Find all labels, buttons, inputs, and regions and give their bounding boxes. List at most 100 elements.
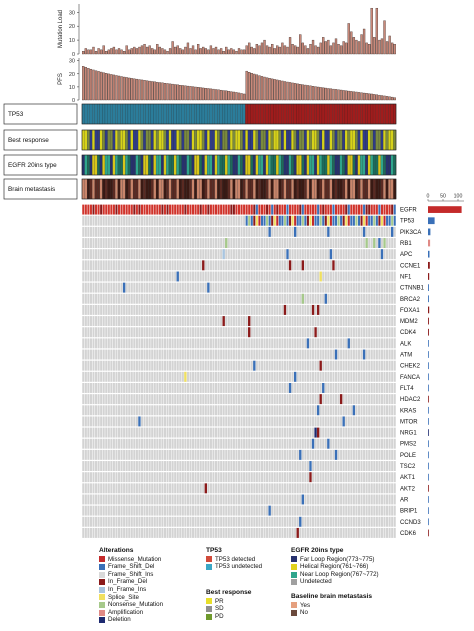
oncoprint-cell [393,349,396,360]
oncoprint-cell [143,527,146,538]
oncoprint-cell [296,249,299,260]
oncoprint-cell [166,438,169,449]
oncoprint-cell [237,427,241,438]
oncoprint-cell [314,293,317,304]
legend-swatch [99,571,105,578]
oncoprint-cell [306,327,309,338]
oncoprint-cell [176,338,179,349]
oncoprint-cell [296,327,299,338]
oncoprint-cell [140,360,144,371]
oncoprint-cell [222,293,225,304]
oncoprint-cell [263,394,266,405]
oncoprint-cell [332,371,335,382]
track-cell [158,178,162,200]
oncoprint-cell [107,516,110,527]
oncoprint-cell [237,260,241,271]
oncoprint-cell [227,304,230,315]
oncoprint-cell [276,349,279,360]
oncoprint-cell [240,494,243,505]
oncoprint-cell [179,483,182,494]
oncoprint-cell [128,360,131,371]
oncoprint-cell [117,260,121,271]
oncoprint-cell [322,271,325,282]
oncoprint-cell [263,338,266,349]
track-cell [87,154,90,176]
oncoprint-cell [317,472,320,483]
oncoprint-cell [271,438,274,449]
oncoprint-cell [176,405,179,416]
oncoprint-cell [110,316,113,327]
oncoprint-cell [255,483,258,494]
oncoprint-cell [391,349,394,360]
oncoprint-cell [294,260,297,271]
freq-bar [428,250,430,258]
oncoprint-cell [391,494,394,505]
oncoprint-cell [324,271,327,282]
oncoprint-cell [217,226,220,237]
mutation-load-bar [179,48,182,55]
oncoprint-cell [360,260,363,271]
oncoprint-cell [227,204,230,215]
oncoprint-cell [350,472,353,483]
oncoprint-cell [388,527,391,538]
oncoprint-cell [112,449,115,460]
oncoprint-cell [87,505,90,516]
oncoprint-cell [212,449,215,460]
oncoprint-cell [138,438,141,449]
oncoprint-cell [204,349,207,360]
oncoprint-cell [87,383,90,393]
oncoprint-cell [304,483,307,494]
legend-swatch [206,556,212,563]
oncoprint-cell [268,516,271,527]
oncoprint-cell [380,238,383,248]
oncoprint-cell [291,405,294,416]
oncoprint-cell [115,516,118,527]
track-cell [81,103,85,125]
oncoprint-cell [100,304,103,315]
oncoprint-cell [276,505,279,516]
track-cell [153,129,157,151]
track-cell [219,129,223,151]
oncoprint-cell [151,238,154,248]
oncoprint-cell [273,349,276,360]
oncoprint-cell [214,472,218,483]
oncoprint-cell [291,383,294,393]
oncoprint-cell [130,215,133,226]
gene-label: CDK4 [400,330,417,336]
oncoprint-cell [217,238,220,248]
oncoprint-cell [146,226,149,237]
oncoprint-cell [166,516,169,527]
oncoprint-cell [263,249,266,260]
oncoprint-cell [314,449,317,460]
oncoprint-cell [166,449,169,460]
track-cell [87,103,90,125]
oncoprint-cell [225,338,228,349]
oncoprint-cell [230,527,233,538]
mutation-load-bar [105,51,108,55]
track-label: TP53 [8,111,24,118]
track-cell [217,178,220,200]
oncoprint-cell [276,427,279,438]
oncoprint-cell [363,416,366,427]
track-cell [209,178,213,200]
track-cell [339,154,343,176]
oncoprint-cell [304,394,307,405]
oncoprint-cell [110,349,113,360]
oncoprint-cell [95,215,98,226]
oncoprint-cell [199,271,202,282]
oncoprint-cell [199,304,202,315]
oncoprint-cell [317,527,320,538]
track-cell [334,154,338,176]
oncoprint-cell [289,316,292,327]
oncoprint-cell [235,238,238,248]
track-cell [393,103,397,125]
oncoprint-cell [189,527,192,538]
oncoprint-cell [133,215,136,226]
oncoprint-cell [222,271,225,282]
oncoprint-cell [383,304,386,315]
oncoprint-cell [243,371,246,382]
oncoprint-cell [143,427,146,438]
oncoprint-cell [248,215,251,226]
oncoprint-cell [345,338,348,349]
oncoprint-cell [243,505,246,516]
